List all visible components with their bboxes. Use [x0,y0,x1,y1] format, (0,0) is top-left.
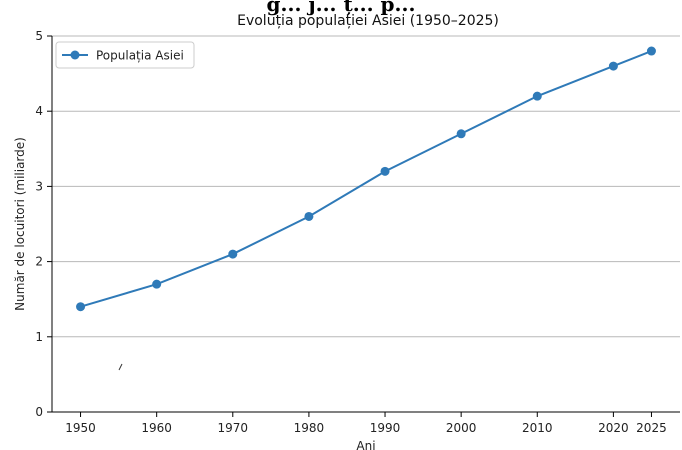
data-point-1960 [152,279,162,289]
x-axis-label: Ani [356,439,375,450]
data-point-2025 [646,46,656,56]
data-point-1970 [228,249,238,259]
chart-title: Evoluția populației Asiei (1950–2025) [237,13,499,29]
stray-mark [118,363,123,371]
header-text: g... j... ț... p... [267,0,416,16]
data-point-1950 [76,302,86,312]
x-tick-label: 2010 [522,421,553,435]
x-tick-label: 1970 [218,421,249,435]
x-tick-label: 1990 [370,421,401,435]
y-axis-label: Număr de locuitori (miliarde) [13,137,27,311]
y-tick-label: 4 [35,104,43,118]
series-populatia-asiei [76,46,656,312]
y-tick-label: 2 [35,255,43,269]
y-tick-label: 0 [35,405,43,419]
data-point-1990 [380,166,390,176]
x-tick-label: 1950 [65,421,96,435]
x-tick-label: 1980 [294,421,325,435]
legend-box [55,41,195,69]
data-point-2020 [608,61,618,71]
legend: Populația Asiei [55,41,195,69]
grid-lines [52,35,680,338]
x-tick-label: 2025 [636,421,667,435]
y-tick-label: 3 [35,179,43,193]
x-tick-label: 2020 [598,421,629,435]
legend-label: Populația Asiei [96,49,184,63]
series-line [80,50,652,308]
data-point-1980 [304,211,314,221]
x-ticks: 1950 1960 1970 1980 1990 2000 2010 2020 2025 [65,412,667,435]
legend-point-marker [70,50,80,60]
data-point-2000 [456,129,466,139]
data-point-2010 [532,91,542,101]
y-tick-label: 5 [35,29,43,43]
x-tick-label: 1960 [141,421,172,435]
x-tick-label: 2000 [446,421,477,435]
y-ticks: 0 1 2 3 4 5 [35,29,52,419]
y-tick-label: 1 [35,330,43,344]
